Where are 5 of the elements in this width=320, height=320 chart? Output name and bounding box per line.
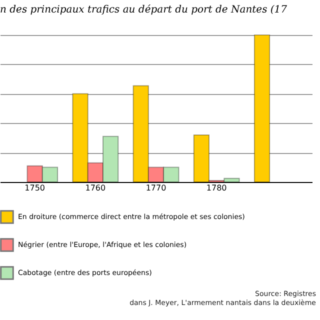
x-tick-label: 1760 (85, 184, 106, 192)
chart-title: n des principaux trafics au départ du port de Nantes (17 (0, 4, 288, 16)
x-tick-label: 1750 (24, 184, 46, 192)
x-tick-label: 1770 (146, 184, 166, 192)
x-tick-label: 1780 (206, 184, 227, 192)
